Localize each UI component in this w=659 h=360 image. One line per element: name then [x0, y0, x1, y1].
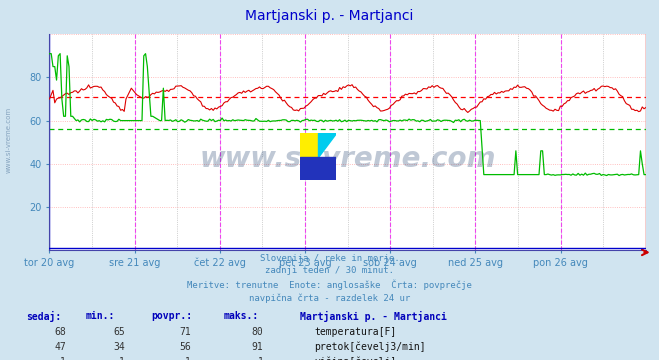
- Text: višina[čevelj]: višina[čevelj]: [314, 357, 397, 360]
- Text: 68: 68: [54, 327, 66, 337]
- Text: 47: 47: [54, 342, 66, 352]
- Text: 1: 1: [60, 357, 66, 360]
- Text: maks.:: maks.:: [224, 311, 259, 321]
- Bar: [300, 157, 336, 180]
- Text: 34: 34: [113, 342, 125, 352]
- Text: 56: 56: [179, 342, 191, 352]
- Text: www.si-vreme.com: www.si-vreme.com: [5, 107, 11, 174]
- Text: Martjanski p. - Martjanci: Martjanski p. - Martjanci: [245, 9, 414, 23]
- Text: 1: 1: [258, 357, 264, 360]
- Text: Martjanski p. - Martjanci: Martjanski p. - Martjanci: [300, 311, 447, 323]
- Bar: [300, 133, 318, 157]
- Text: Slovenija / reke in morje.
zadnji teden / 30 minut.
Meritve: trenutne  Enote: an: Slovenija / reke in morje. zadnji teden …: [187, 254, 472, 303]
- Text: pretok[čevelj3/min]: pretok[čevelj3/min]: [314, 342, 426, 352]
- Text: www.si-vreme.com: www.si-vreme.com: [200, 145, 496, 174]
- Text: povpr.:: povpr.:: [152, 311, 192, 321]
- Text: 80: 80: [252, 327, 264, 337]
- Text: min.:: min.:: [86, 311, 115, 321]
- Text: 1: 1: [185, 357, 191, 360]
- Polygon shape: [318, 133, 336, 157]
- Text: sedaj:: sedaj:: [26, 311, 61, 323]
- Text: 1: 1: [119, 357, 125, 360]
- Text: 71: 71: [179, 327, 191, 337]
- Text: temperatura[F]: temperatura[F]: [314, 327, 397, 337]
- Text: 65: 65: [113, 327, 125, 337]
- Text: 91: 91: [252, 342, 264, 352]
